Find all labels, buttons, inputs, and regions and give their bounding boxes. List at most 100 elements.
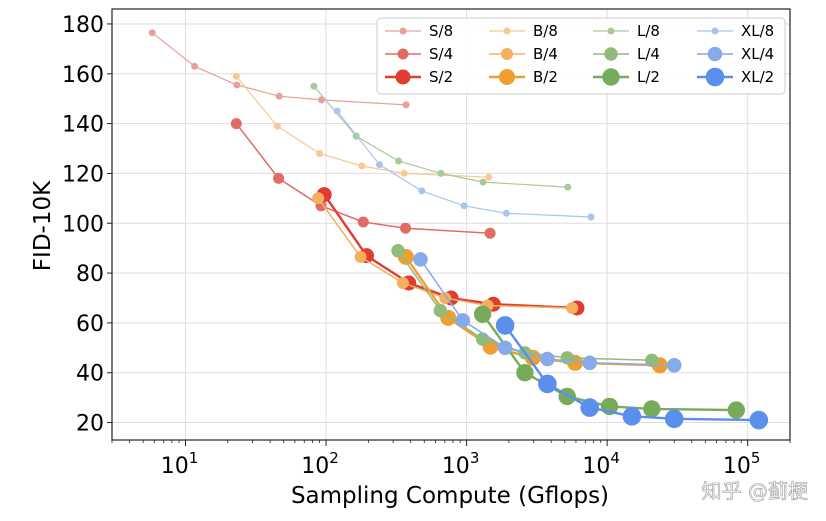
data-point [566, 302, 579, 314]
data-point [622, 407, 642, 426]
legend-label: S/2 [429, 68, 453, 86]
y-tick-label: 140 [62, 113, 104, 138]
legend-label: L/2 [637, 68, 660, 86]
data-point [484, 227, 496, 239]
data-point [497, 340, 513, 356]
legend-item: S/8 [385, 22, 453, 40]
data-point [310, 82, 318, 90]
data-point [391, 244, 405, 258]
data-point [358, 162, 366, 170]
data-point [312, 192, 325, 205]
series-line [481, 313, 737, 412]
data-point [540, 351, 555, 367]
y-tick-label: 120 [62, 162, 104, 187]
series-line [419, 258, 675, 367]
data-point [230, 118, 242, 130]
data-point [460, 202, 468, 210]
legend-marker [707, 46, 723, 62]
legend-marker [397, 48, 409, 60]
data-point [727, 401, 745, 419]
series-s-8 [148, 29, 410, 109]
series-line [235, 75, 489, 178]
y-tick-label: 20 [76, 412, 104, 437]
plot-frame [111, 8, 791, 441]
data-point [560, 351, 574, 365]
data-point [354, 250, 367, 263]
data-point [749, 410, 769, 430]
data-point [233, 81, 241, 89]
data-point [666, 358, 682, 373]
legend-box [376, 17, 786, 95]
data-point [587, 213, 595, 221]
legend-item: B/4 [489, 45, 558, 63]
x-axis-label: Sampling Compute (Gflops) [291, 483, 609, 509]
x-tick-label: 101 [161, 449, 199, 479]
legend-marker [499, 69, 515, 85]
y-tick-label: 80 [76, 262, 104, 287]
data-point [502, 209, 510, 217]
legend-label: XL/8 [741, 22, 774, 40]
data-point [395, 157, 402, 165]
series-b-4 [312, 192, 579, 314]
series-line [235, 123, 491, 234]
data-point [439, 292, 452, 304]
legend-label: S/4 [429, 45, 453, 63]
y-tick-label: 100 [62, 212, 104, 237]
data-point [191, 62, 199, 70]
y-tick-label: 60 [76, 312, 104, 337]
y-axis-label: FID-10K [30, 180, 56, 271]
watermark: 知乎 @蓟梗 [702, 479, 808, 503]
y-tick-label: 180 [62, 13, 104, 38]
y-tick-label: 40 [76, 362, 104, 387]
data-point [582, 355, 597, 371]
data-point [148, 29, 156, 37]
legend-item: L/2 [593, 68, 660, 86]
data-point [580, 398, 599, 417]
legend-item: L/8 [593, 22, 660, 40]
data-point [664, 409, 684, 429]
series-line [151, 32, 407, 106]
data-point [273, 122, 281, 130]
legend-item: S/4 [385, 45, 453, 63]
axes: 20 40 60 80 100 120 140 160 180 101 102 103 104 105 [62, 13, 791, 479]
legend-label: XL/4 [741, 45, 774, 63]
data-point [232, 72, 240, 80]
legend-label: L/8 [637, 22, 660, 40]
series-line [313, 85, 568, 188]
series-layer [148, 29, 769, 430]
legend-label: B/8 [533, 22, 558, 40]
legend-marker [607, 27, 615, 35]
legend-label: B/2 [533, 68, 558, 86]
data-point [376, 161, 383, 169]
x-tick-label: 103 [442, 449, 480, 479]
data-point [538, 374, 557, 394]
data-point [643, 400, 661, 418]
series-l-8 [310, 82, 572, 191]
data-point [333, 107, 341, 115]
data-point [273, 172, 285, 184]
series-line [504, 324, 759, 422]
data-point [316, 150, 324, 157]
legend-label: L/4 [637, 45, 660, 63]
legend-label: XL/2 [741, 68, 774, 86]
legend-item: XL/4 [697, 45, 774, 63]
data-point [564, 183, 572, 191]
data-point [473, 305, 492, 323]
legend-item: L/4 [593, 45, 660, 63]
legend-item: S/2 [385, 68, 453, 86]
legend-item: B/2 [489, 68, 558, 86]
legend-marker [604, 47, 618, 61]
data-point [413, 252, 428, 267]
series-xl-2 [495, 316, 769, 430]
legend-marker [711, 27, 719, 35]
data-point [400, 169, 408, 177]
legend-marker [602, 68, 620, 86]
legend-marker [503, 27, 511, 35]
legend-label: B/4 [533, 45, 558, 63]
data-point [645, 353, 659, 367]
series-l-2 [473, 305, 745, 419]
y-tick-label: 160 [62, 63, 104, 88]
legend-marker [395, 69, 411, 85]
